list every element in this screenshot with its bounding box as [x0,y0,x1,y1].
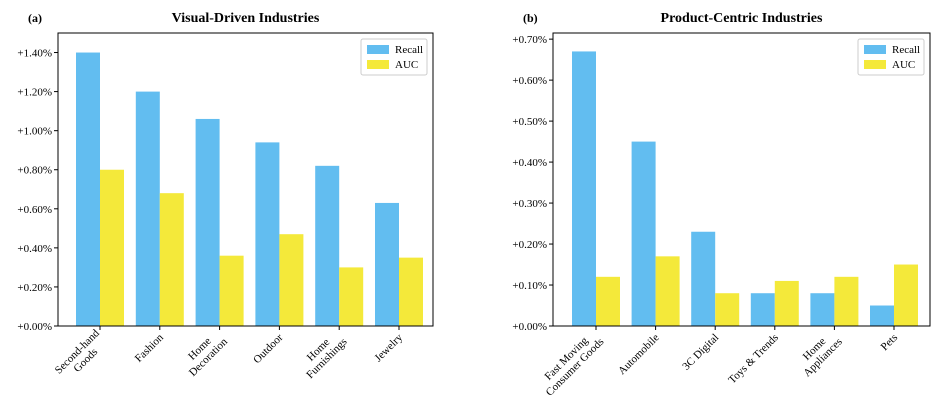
bar [631,141,656,326]
bar [375,202,399,326]
x-tick-label: HomeFurnishings [296,327,350,381]
y-tick-label: +1.20% [17,87,52,99]
bar [76,52,100,327]
y-tick-label: +0.80% [17,165,52,177]
x-tick-label: Outdoor [251,331,286,366]
y-tick-label: +0.00% [17,321,52,333]
panel-label: (b) [523,11,538,25]
x-tick-label: Pets [879,332,900,353]
y-tick-label: +0.40% [512,157,547,169]
y-tick-label: +0.40% [17,243,52,255]
bar [315,165,340,326]
legend-label: Recall [892,44,920,56]
x-tick-label: Toys & Trends [726,332,781,387]
panel: (a) Visual-Driven Industries +0.00% +0.20% +… [17,11,434,385]
y-tick-label: +0.70% [512,34,547,46]
x-tick-label: 3C Digital [680,332,721,373]
axes-frame [552,32,931,327]
x-tick-label: HomeDecoration [178,327,230,379]
bar [691,231,716,326]
y-tick-label: +0.00% [512,321,547,333]
legend-swatch [367,45,389,54]
x-tick-label-line: 3C Digital [680,332,721,373]
bar [399,257,423,326]
y-tick-label: +0.20% [512,239,547,251]
x-tick-label-line: Jewelry [372,331,405,364]
legend-swatch [864,45,886,54]
bar [572,51,596,327]
bar [750,293,775,326]
chart-title: Product-Centric Industries [661,11,823,26]
bar [596,276,620,326]
x-tick-label: HomeAppliances [793,327,845,379]
x-tick-label-line: Toys & Trends [726,332,781,387]
bar [894,264,918,326]
chart-title: Visual-Driven Industries [172,11,320,26]
bar [195,118,220,327]
y-tick-label: +0.50% [512,116,547,128]
x-tick-label: Second-handGoods [53,327,111,385]
bar [834,276,859,326]
legend-swatch [864,60,886,69]
bar [100,169,124,326]
x-tick-label: Fashion [133,331,166,364]
bar [255,142,280,326]
bar [219,255,244,326]
bar [810,293,835,326]
x-tick-label-line: Automobile [616,332,662,378]
legend-label: AUC [892,59,915,71]
bar [135,91,160,326]
bar [279,234,304,326]
legend-label: AUC [395,59,418,71]
legend-swatch [367,60,389,69]
panel: (b) Product-Centric Industries +0.00% +0.10… [512,11,931,399]
y-tick-label: +0.10% [512,280,547,292]
panel-label: (a) [28,11,42,25]
x-tick-label: Automobile [616,332,662,378]
y-tick-label: +0.30% [512,198,547,210]
y-tick-label: +1.40% [17,48,52,60]
bar [339,267,364,326]
x-tick-label-line: Outdoor [251,331,286,366]
y-tick-label: +0.60% [17,204,52,216]
bar [159,193,184,326]
x-tick-label-line: Pets [879,332,900,353]
x-tick-label: Jewelry [372,331,405,364]
y-tick-label: +0.20% [17,282,52,294]
bar [655,256,680,326]
legend-label: Recall [395,44,423,56]
bar [715,293,740,326]
y-tick-label: +1.00% [17,126,52,138]
y-tick-label: +0.60% [512,75,547,87]
x-tick-label: Fast MovingConsumer Goods [535,327,606,398]
x-tick-label-line: Fashion [133,331,166,364]
axes-frame [57,32,434,327]
bar [870,305,894,326]
bar [774,280,799,326]
